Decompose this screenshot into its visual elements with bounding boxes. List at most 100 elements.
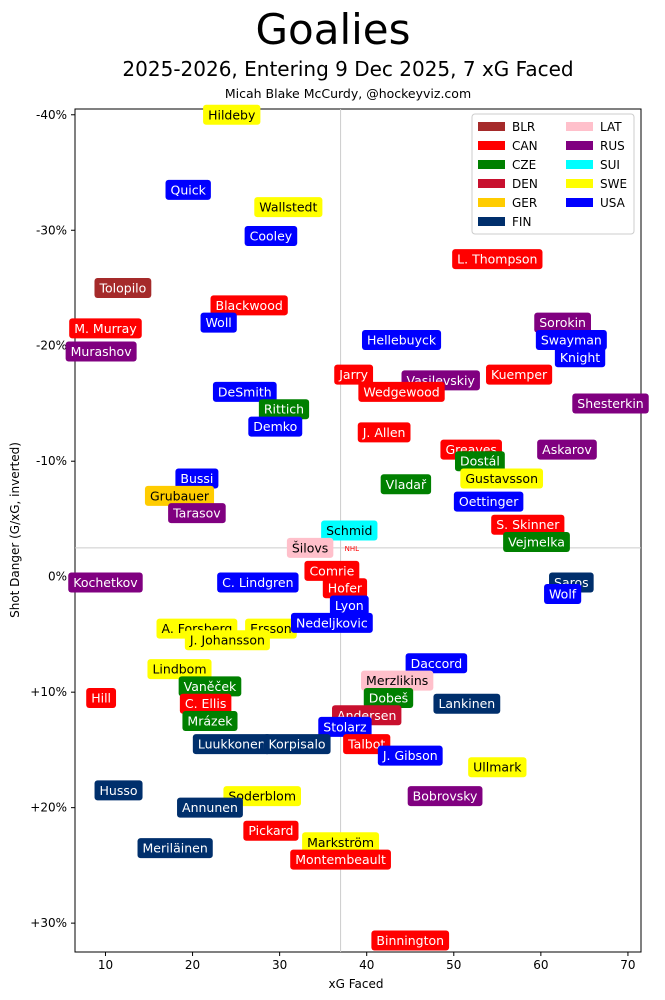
goalie-point: Dostál [454,451,505,472]
goalie-label-box [302,832,380,853]
x-tick-label: 10 [98,958,113,972]
goalie-label-box [363,687,414,708]
goalie-name-label: J. Johansson [189,633,265,648]
plot-area: 10 20 30 40 50 60 70 -40% -30% -20% -10% 0% +10% +20%… [30,104,649,972]
goalie-name-label: J. Allen [362,425,406,440]
legend-label: GER [512,196,537,210]
goalie-name-label: Schmid [326,523,372,538]
legend-swatch [478,141,505,150]
legend-entry: RUS [566,139,625,153]
goalie-name-label: M. Murray [74,321,137,336]
goalie-name-label: Annunen [182,800,238,815]
legend-entry: SUI [566,158,620,172]
goalie-point: M. Murray [69,318,142,339]
legend-swatch [566,198,593,207]
goalie-point: Pickard [243,820,299,841]
goalie-point: Bobrovsky [407,786,483,807]
goalie-name-label: Hofer [328,581,363,596]
goalie-point: S. Skinner [491,514,565,535]
goalie-label-box [503,532,570,553]
goalie-point: Wallstedt [254,197,323,218]
goalie-name-label: J. Gibson [382,748,438,763]
goalie-label-box [454,451,505,472]
goalie-name-label: Quick [171,182,207,197]
goalie-label-box [184,630,270,651]
goalie-label-box [69,318,142,339]
goalie-point: Vejmelka [503,532,570,553]
goalie-name-label: C. Lindgren [222,575,293,590]
goalie-point: Ullmark [468,757,527,778]
goalie-label-box [68,572,143,593]
goalie-name-label: C. Ellis [185,696,227,711]
goalie-point: Lindbom [147,659,212,680]
goalie-label-box [453,491,524,512]
goalie-name-label: Lyon [335,598,364,613]
goalie-name-label: Swayman [541,332,602,347]
legend-entry: BLR [478,120,535,134]
chart-subtitle: 2025-2026, Entering 9 Dec 2025, 7 xG Fac… [122,57,573,81]
goalie-name-label: Vaněček [184,679,237,694]
goalie-label-box [182,711,238,732]
legend-swatch [478,179,505,188]
goalie-label-box [329,595,369,616]
legend-label: CZE [512,158,536,172]
goalie-point: Merzlikins [361,670,434,691]
goalie-label-box [203,104,261,125]
y-tick-label: -30% [36,223,67,237]
y-tick-label: -20% [36,339,67,353]
goalie-label-box [572,393,649,414]
goalie-point: Daccord [405,653,468,674]
goalie-point: C. Lindgren [217,572,299,593]
goalie-point: Swayman [535,329,607,350]
goalie-point: Markström [302,832,380,853]
y-tick-label: +20% [30,801,67,815]
goalie-point: Quick [165,179,211,200]
goalie-point: Husso [94,780,143,801]
goalie-label-box [361,670,434,691]
goalie-name-label: Askarov [542,442,592,457]
goalie-name-label: Meriläinen [143,841,208,856]
goalie-name-label: Grubauer [150,488,210,503]
legend-swatch [478,160,505,169]
goalie-label-box [318,716,372,737]
goalie-name-label: Hildeby [208,107,256,122]
goalie-name-label: Daccord [411,656,463,671]
goalie-name-label: Šilovs [292,540,328,555]
legend-swatch [566,122,593,131]
legend-entry: USA [566,196,626,210]
legend-label: LAT [600,120,622,134]
goalie-label-box [192,734,271,755]
legend-entry: CZE [478,158,536,172]
goalie-point: Jarry [334,364,374,385]
legend-label: RUS [600,139,625,153]
goalie-label-box [177,797,243,818]
legend-entry: LAT [566,120,622,134]
goalie-point: Hildeby [203,104,261,125]
legend-swatch [478,198,505,207]
x-tick-label: 60 [533,958,548,972]
goalie-label-box [147,659,212,680]
goalie-label-box [486,364,553,385]
goalie-label-box [452,249,543,270]
goalie-label-box [178,676,242,697]
goalie-point: Rittich [258,399,310,420]
goalie-label-box [357,422,411,443]
goalie-point: Meriläinen [137,838,213,859]
goalie-point: J. Allen [357,422,411,443]
legend-label: BLR [512,120,535,134]
goalie-label-box [304,560,360,581]
goalie-name-label: Vejmelka [508,535,565,550]
goalie-point: Vaněček [178,676,242,697]
legend-label: CAN [512,139,538,153]
goalie-label-box [334,364,374,385]
legend-swatch [566,160,593,169]
x-axis-label: xG Faced [329,977,384,991]
goalie-label-box [377,745,443,766]
legend-swatch [566,179,593,188]
goalie-name-label: Knight [560,350,600,365]
goalie-point: L. Thompson [452,249,543,270]
goalie-name-label: Oettinger [459,494,519,509]
goalie-name-label: Shesterkin [577,396,643,411]
goalie-point: DeSmith [212,381,277,402]
